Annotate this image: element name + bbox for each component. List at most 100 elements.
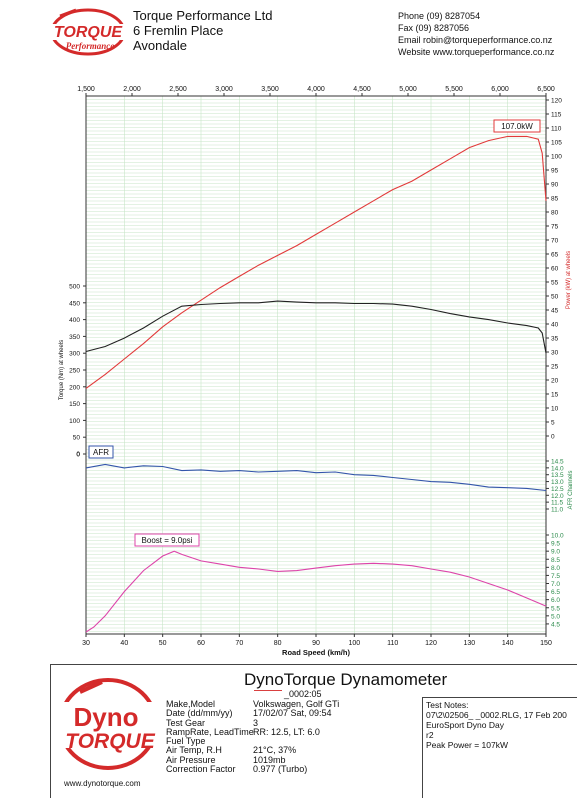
torque-axis-tick-label: 100 [69, 418, 80, 425]
company-block: Torque Performance Ltd 6 Fremlin Place A… [133, 8, 272, 53]
torque-curve [85, 300, 547, 354]
boost-axis-tick-label: 4.5 [551, 621, 560, 628]
peak-power-label-box [493, 119, 541, 133]
x-tick-label: 40 [120, 640, 128, 647]
x-tick-label: 150 [540, 640, 552, 647]
spec-value: 3 [253, 717, 259, 728]
afr-axis-tick-label: 11.0 [551, 507, 564, 514]
boost-axis-tick-label: 5.5 [551, 605, 560, 612]
boost-label-box [134, 533, 200, 547]
torque-performance-logo: TORQUE Performance [50, 8, 126, 56]
boost-axis-tick-label: 8.5 [551, 557, 560, 564]
rpm-tick-label: 4,500 [353, 86, 371, 93]
boost-axis-tick-label: 9.0 [551, 549, 560, 556]
spec-key: RampRate, LeadTime [166, 726, 254, 737]
boost-label: Boost = 9.0psi [142, 536, 193, 545]
dynamometer-title: DynoTorque Dynamometer [244, 670, 448, 689]
x-tick-label: 110 [387, 640, 398, 647]
spec-value: 17/02/07 Sat, 09:54 [253, 708, 332, 719]
note-line: Peak Power = 107kW [426, 740, 508, 750]
x-tick-label: 140 [502, 640, 514, 647]
torque-axis-tick-label: 400 [69, 317, 80, 324]
rpm-tick-label: 3,500 [261, 86, 279, 93]
x-axis-label: Road Speed (km/h) [282, 648, 350, 657]
power-axis-tick-label: 75 [551, 224, 559, 231]
power-axis-tick-label: 65 [551, 252, 559, 259]
torque-axis-label: Torque (Nm) at wheels [59, 340, 65, 400]
power-axis-tick-label: 20 [551, 378, 559, 385]
spec-row: Make,Model Volkswagen, Golf GTi [166, 699, 339, 709]
spec-row: Air Pressure 1019mb [166, 754, 339, 765]
test-specs: Make,Model Volkswagen, Golf GTi Date (dd/m… [166, 699, 339, 775]
power-axis-tick-label: 105 [551, 140, 562, 147]
power-axis-tick-label: 40 [551, 322, 559, 329]
afr-axis-tick-label: 14.5 [551, 459, 564, 466]
boost-axis-tick-label: 9.5 [551, 541, 560, 548]
spec-value: RR: 12.5, LT: 6.0 [253, 726, 320, 737]
x-tick-label: 130 [463, 640, 475, 647]
spec-row: Fuel Type [166, 736, 339, 746]
torque-axis-tick-label: 500 [69, 284, 80, 291]
spec-key: Correction Factor [166, 764, 236, 775]
note-line: EuroSport Dyno Day [426, 720, 504, 730]
spec-row: RampRate, LeadTime RR: 12.5, LT: 6.0 [166, 726, 339, 737]
run-id: _0002:05 [284, 689, 322, 699]
afr-axis-tick-label: 13.0 [551, 479, 564, 486]
spec-value: 21°C, 37% [253, 745, 297, 756]
spec-key: Test Gear [166, 717, 206, 728]
torque-axis-tick-label: 450 [69, 300, 80, 307]
power-axis-tick-label: 60 [551, 266, 559, 273]
spec-row: Date (dd/mm/yy) 17/02/07 Sat, 09:54 [166, 708, 339, 719]
power-axis-tick-label: 30 [551, 350, 559, 357]
afr-label-box [88, 445, 114, 459]
power-axis-tick-label: 5 [551, 420, 555, 427]
x-tick-label: 100 [348, 640, 360, 647]
boost-axis-tick-label: 6.0 [551, 597, 560, 604]
rpm-tick-label: 2,000 [123, 86, 141, 93]
torque-axis-tick-label: 50 [73, 435, 81, 442]
footer-panel [50, 664, 577, 798]
boost-axis-tick-label: 6.5 [551, 589, 560, 596]
power-axis-tick-label: 120 [551, 98, 562, 105]
power-axis-tick-label: 95 [551, 168, 559, 175]
rpm-tick-label: 5,000 [399, 86, 417, 93]
logo-dyno-text: Dyno [74, 702, 139, 732]
x-tick-label: 90 [312, 640, 320, 647]
contact-block: Phone (09) 8287054 Fax (09) 8287056 Emai… [398, 10, 554, 58]
dynotorque-logo: Dyno TORQUE [54, 678, 162, 770]
x-tick-label: 80 [274, 640, 282, 647]
power-axis-tick-label: 0 [551, 434, 555, 441]
power-axis-tick-label: 90 [551, 182, 559, 189]
power-axis-tick-label: 115 [551, 112, 562, 119]
power-axis-tick-label: 85 [551, 196, 559, 203]
spec-key: Air Pressure [166, 754, 216, 765]
rpm-tick-label: 6,000 [491, 86, 509, 93]
afr-axis-tick-label: 14.0 [551, 465, 564, 472]
power-axis-tick-label: 45 [551, 308, 559, 315]
rpm-tick-label: 5,500 [445, 86, 463, 93]
run-id-line [254, 690, 282, 691]
afr-label: AFR [93, 448, 109, 457]
boost-axis-tick-label: 7.5 [551, 573, 560, 580]
afr-axis-tick-label: 11.5 [551, 500, 564, 507]
x-tick-label: 30 [82, 640, 90, 647]
afr-curve [85, 463, 547, 492]
rpm-tick-label: 4,000 [307, 86, 325, 93]
power-axis-label: Power (kW) at wheels [566, 251, 572, 309]
spec-key: Date (dd/mm/yy) [166, 708, 233, 719]
afr-axis-label: AFR Channels [568, 470, 574, 509]
fax: Fax (09) 8287056 [398, 23, 470, 33]
torque-axis-tick-label: 250 [69, 368, 80, 375]
boost-axis-tick-label: 10.0 [551, 533, 564, 540]
dyno-chart: 1,500 2,000 2,500 3,000 3,500 4,000 4,500 5,000… [59, 86, 574, 657]
power-curve [85, 135, 547, 389]
afr-axis-tick-label: 13.5 [551, 472, 564, 479]
afr-axis-tick-label: 12.0 [551, 493, 564, 500]
torque-axis-tick-label: 150 [69, 401, 80, 408]
rpm-tick-label: 1,500 [77, 86, 95, 93]
spec-key: Air Temp, R.H [166, 745, 222, 756]
dynotorque-url: www.dynotorque.com [64, 779, 141, 788]
torque-axis-tick-label: 200 [69, 384, 80, 391]
address-line-1: 6 Fremlin Place [133, 23, 224, 38]
phone: Phone (09) 8287054 [398, 11, 481, 21]
